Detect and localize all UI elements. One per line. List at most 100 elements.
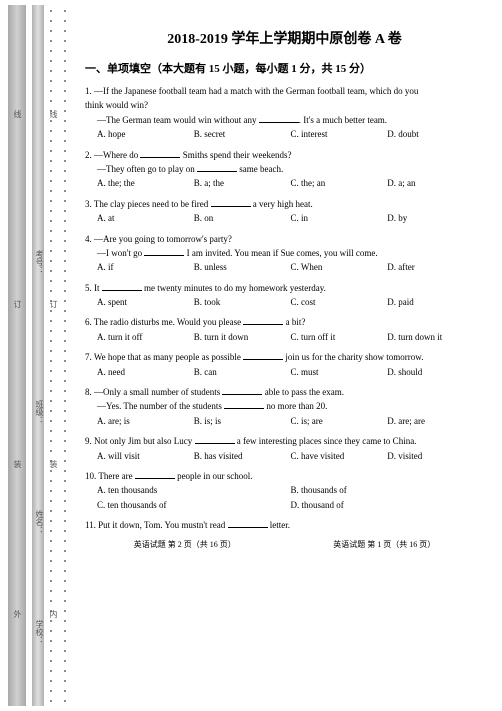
margin-label: 线: [12, 110, 23, 118]
q-text: people in our school.: [177, 471, 253, 481]
opt-b: B. is; is: [194, 414, 291, 428]
blank: [140, 148, 180, 158]
opt-b: B. unless: [194, 260, 291, 274]
q-text: 6. The radio disturbs me. Would you plea…: [85, 317, 241, 327]
q-text: . It's a much better team.: [299, 115, 387, 125]
q-stem: 6. The radio disturbs me. Would you plea…: [85, 315, 484, 329]
q-text: 7. We hope that as many people as possib…: [85, 352, 241, 362]
exam-content: 2018-2019 学年上学期期中原创卷 A 卷 一、单项填空（本大题有 15 …: [75, 0, 502, 711]
blank: [222, 385, 262, 395]
options: A. atB. onC. inD. by: [85, 211, 484, 225]
blank: [195, 434, 235, 444]
margin-label: 学校：: [34, 620, 45, 644]
q-text: a few interesting places since they came…: [237, 436, 417, 446]
options: A. ten thousandsB. thousands ofC. ten th…: [85, 483, 484, 512]
question-8: 8. —Only a small number of students able…: [85, 385, 484, 428]
question-3: 3. The clay pieces need to be fired a ve…: [85, 197, 484, 226]
blank: [197, 162, 237, 172]
options: A. will visitB. has visitedC. have visit…: [85, 449, 484, 463]
q-stem: 5. It me twenty minutes to do my homewor…: [85, 281, 484, 295]
opt-b: B. turn it down: [194, 330, 291, 344]
q-text: 3. The clay pieces need to be fired: [85, 199, 208, 209]
blank: [135, 469, 175, 479]
q-text: a very high heat.: [253, 199, 313, 209]
q-text: 11. Put it down, Tom. You mustn't read: [85, 520, 225, 530]
q-stem: 10. There are people in our school.: [85, 469, 484, 483]
q-text: 5. It: [85, 283, 100, 293]
question-5: 5. It me twenty minutes to do my homewor…: [85, 281, 484, 310]
blank: [211, 197, 251, 207]
q-text: able to pass the exam.: [265, 387, 344, 397]
q-line: —The German team would win without any .…: [85, 113, 484, 127]
q-text: Smiths spend their weekends?: [183, 150, 292, 160]
margin-label: 内: [48, 610, 59, 618]
margin-label: 班级：: [34, 400, 45, 424]
q-line: —I won't go I am invited. You mean if Su…: [85, 246, 484, 260]
margin-label: 姓名：: [34, 510, 45, 534]
opt-d: D. should: [387, 365, 484, 379]
question-7: 7. We hope that as many people as possib…: [85, 350, 484, 379]
blank: [243, 315, 283, 325]
q-stem: 9. Not only Jim but also Lucy a few inte…: [85, 434, 484, 448]
q-text: no more than 20.: [266, 401, 327, 411]
margin-label: 装: [12, 460, 23, 468]
opt-c: C. in: [291, 211, 388, 225]
blank: [259, 113, 299, 123]
opt-a: A. at: [97, 211, 194, 225]
footer-right: 英语试题 第 1 页（共 16 页）: [333, 539, 435, 550]
opt-b: B. a; the: [194, 176, 291, 190]
q-line: —They often go to play on same beach.: [85, 162, 484, 176]
opt-d: D. doubt: [387, 127, 484, 141]
opt-a: A. are; is: [97, 414, 194, 428]
opt-c: C. have visited: [291, 449, 388, 463]
opt-a: A. the; the: [97, 176, 194, 190]
question-6: 6. The radio disturbs me. Would you plea…: [85, 315, 484, 344]
q-text: 8. —Only a small number of students: [85, 387, 220, 397]
opt-a: A. ten thousands: [97, 483, 291, 497]
opt-d: D. after: [387, 260, 484, 274]
opt-d: D. a; an: [387, 176, 484, 190]
spiral-bar-2: [32, 5, 44, 706]
q-stem: 1. —If the Japanese football team had a …: [85, 84, 484, 98]
q-text: I am invited. You mean if Sue comes, you…: [187, 248, 378, 258]
q-text: a bit?: [286, 317, 306, 327]
options: A. the; theB. a; theC. the; anD. a; an: [85, 176, 484, 190]
margin-label: 线: [48, 110, 59, 118]
footer-left: 英语试题 第 2 页（共 16 页）: [134, 539, 236, 550]
options: A. hopeB. secretC. interestD. doubt: [85, 127, 484, 141]
opt-d: D. by: [387, 211, 484, 225]
q-text: same beach.: [239, 164, 283, 174]
opt-a: A. if: [97, 260, 194, 274]
margin-label: 外: [12, 610, 23, 618]
opt-c: C. interest: [291, 127, 388, 141]
question-4: 4. —Are you going to tomorrow's party? —…: [85, 232, 484, 275]
opt-d: D. paid: [387, 295, 484, 309]
question-9: 9. Not only Jim but also Lucy a few inte…: [85, 434, 484, 463]
q-text: —The German team would win without any: [97, 115, 256, 125]
blank: [224, 399, 264, 409]
opt-c: C. cost: [291, 295, 388, 309]
opt-a: A. will visit: [97, 449, 194, 463]
blank: [243, 350, 283, 360]
q-stem: 3. The clay pieces need to be fired a ve…: [85, 197, 484, 211]
opt-a: A. turn it off: [97, 330, 194, 344]
section-heading: 一、单项填空（本大题有 15 小题，每小题 1 分，共 15 分）: [85, 60, 484, 76]
q-text: join us for the charity show tomorrow.: [285, 352, 423, 362]
q-stem: 11. Put it down, Tom. You mustn't read l…: [85, 518, 484, 532]
page-footer: 英语试题 第 2 页（共 16 页） 英语试题 第 1 页（共 16 页）: [85, 539, 484, 550]
opt-b: B. on: [194, 211, 291, 225]
dotted-line-2: [64, 10, 65, 701]
q-text: —They often go to play on: [97, 164, 195, 174]
opt-c: C. turn off it: [291, 330, 388, 344]
question-11: 11. Put it down, Tom. You mustn't read l…: [85, 518, 484, 532]
margin-label: 订: [48, 300, 59, 308]
q-stem: 4. —Are you going to tomorrow's party?: [85, 232, 484, 246]
q-text: me twenty minutes to do my homework yest…: [144, 283, 326, 293]
opt-d: D. turn down it: [387, 330, 484, 344]
q-text: —Yes. The number of the students: [97, 401, 222, 411]
question-2: 2. —Where do Smiths spend their weekends…: [85, 148, 484, 191]
q-stem: 8. —Only a small number of students able…: [85, 385, 484, 399]
margin-label: 考号：: [34, 250, 45, 274]
opt-b: B. can: [194, 365, 291, 379]
margin-label: 装: [48, 460, 59, 468]
